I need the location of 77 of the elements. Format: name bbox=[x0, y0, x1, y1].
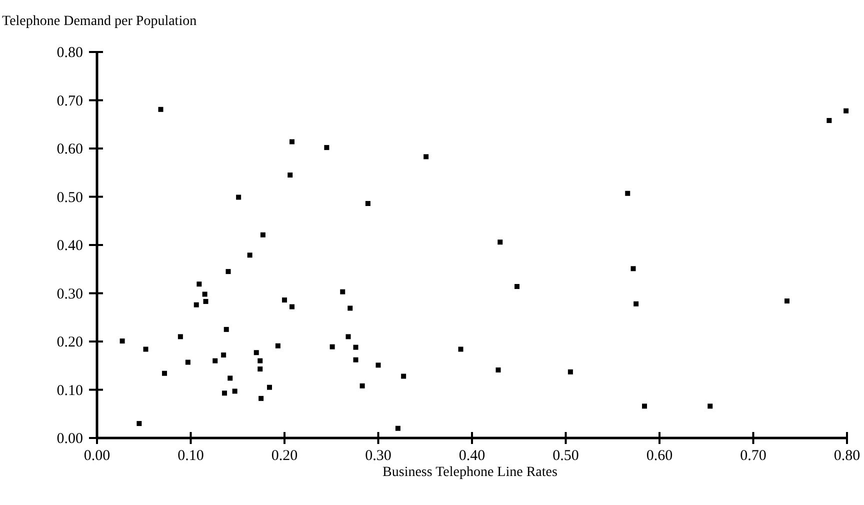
point bbox=[120, 338, 125, 344]
y-tick-label: 0.60 bbox=[56, 142, 83, 158]
point bbox=[642, 404, 647, 409]
x-tick-label: 0.00 bbox=[84, 448, 110, 464]
point bbox=[158, 106, 164, 112]
point bbox=[162, 370, 167, 376]
x-tick-label: 0.40 bbox=[458, 448, 486, 464]
y-tick-label: 0.30 bbox=[56, 286, 83, 302]
point bbox=[203, 298, 208, 304]
point bbox=[514, 284, 520, 289]
point bbox=[376, 362, 381, 368]
point bbox=[236, 194, 242, 200]
point bbox=[143, 346, 148, 352]
x-tick-label: 0.30 bbox=[365, 448, 392, 464]
x-tick-label: 0.20 bbox=[271, 448, 298, 464]
point bbox=[226, 269, 231, 274]
point bbox=[634, 301, 639, 306]
point bbox=[353, 344, 358, 350]
point bbox=[708, 404, 713, 409]
point bbox=[625, 190, 630, 196]
point bbox=[258, 396, 264, 401]
point bbox=[365, 201, 370, 206]
point bbox=[136, 421, 142, 426]
point bbox=[340, 289, 346, 294]
x-tick-label: 0.80 bbox=[834, 448, 860, 464]
point bbox=[275, 343, 280, 348]
point bbox=[282, 298, 287, 303]
x-tick-label: 0.70 bbox=[740, 448, 766, 464]
point bbox=[290, 304, 294, 310]
point bbox=[194, 302, 199, 308]
point bbox=[324, 145, 330, 150]
point bbox=[496, 367, 501, 372]
point bbox=[826, 118, 832, 124]
point bbox=[353, 357, 358, 362]
y-tick-label: 0.10 bbox=[56, 382, 83, 399]
point bbox=[185, 360, 190, 365]
y-tick-label: 0.00 bbox=[56, 431, 83, 447]
point bbox=[498, 240, 503, 245]
point bbox=[260, 232, 266, 238]
y-tick-label: 0.20 bbox=[56, 334, 83, 350]
y-axis-title: Telephone Demand per Population bbox=[2, 14, 197, 29]
point bbox=[346, 334, 351, 340]
point bbox=[258, 358, 263, 364]
point bbox=[290, 139, 294, 144]
point bbox=[232, 388, 238, 394]
point bbox=[267, 384, 272, 390]
point bbox=[228, 376, 233, 381]
point bbox=[288, 172, 293, 178]
y-tick-label: 0.40 bbox=[56, 238, 83, 254]
point bbox=[424, 154, 429, 160]
x-tick-label: 0.60 bbox=[646, 448, 673, 464]
point bbox=[348, 306, 353, 311]
point bbox=[222, 390, 227, 396]
y-tick-label: 0.80 bbox=[56, 45, 83, 61]
point bbox=[784, 298, 790, 304]
point bbox=[458, 346, 464, 352]
y-tick-label: 0.70 bbox=[56, 93, 83, 110]
point bbox=[202, 292, 208, 297]
point bbox=[844, 108, 849, 114]
point bbox=[258, 366, 263, 372]
x-axis-title: Business Telephone Line Rates bbox=[382, 465, 558, 480]
point bbox=[212, 358, 218, 364]
x-tick-label: 0.10 bbox=[178, 448, 204, 464]
point bbox=[330, 344, 335, 350]
point bbox=[247, 252, 252, 258]
point bbox=[254, 350, 259, 356]
x-tick-label: 0.50 bbox=[552, 448, 579, 464]
point bbox=[221, 352, 226, 358]
point bbox=[395, 426, 400, 431]
point bbox=[196, 282, 202, 287]
point bbox=[630, 266, 636, 272]
point bbox=[401, 374, 406, 379]
point bbox=[224, 326, 229, 332]
point bbox=[360, 383, 365, 388]
point bbox=[568, 369, 573, 374]
y-tick-label: 0.50 bbox=[56, 190, 83, 206]
point bbox=[178, 334, 183, 340]
